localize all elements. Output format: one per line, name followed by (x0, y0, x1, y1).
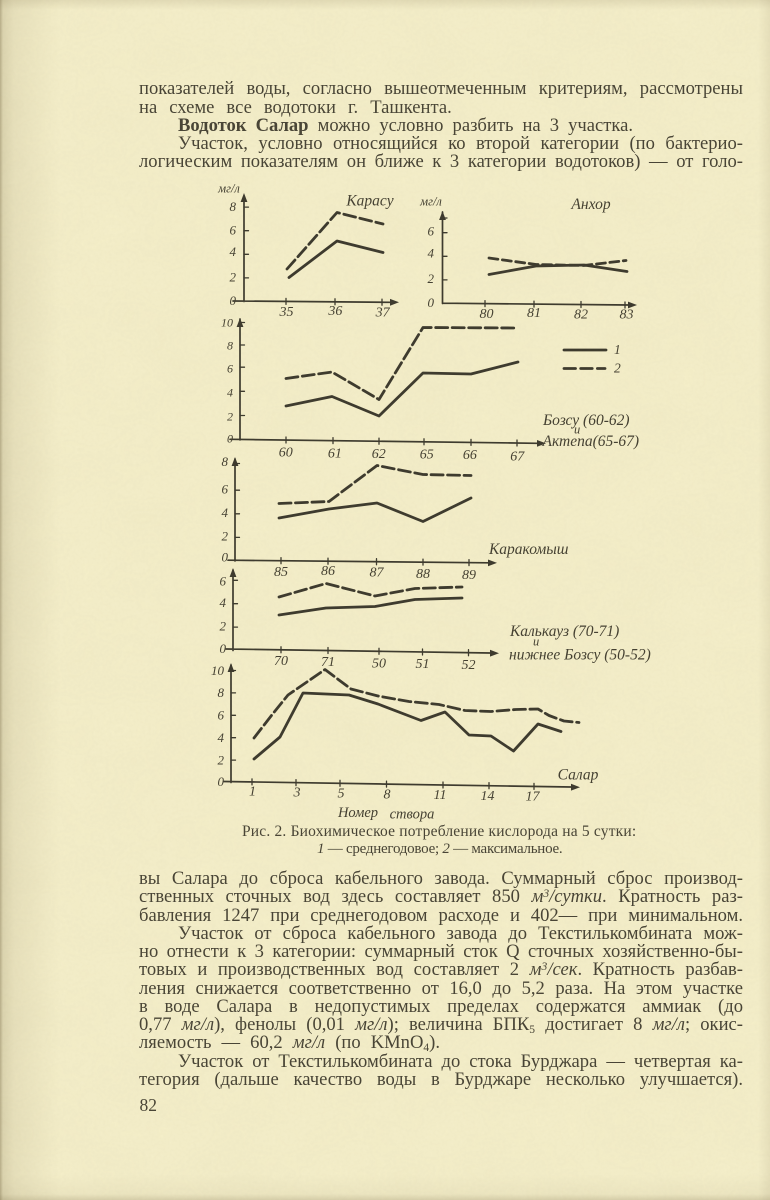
svg-text:Салар: Салар (558, 767, 599, 784)
svg-text:61: 61 (328, 447, 342, 462)
svg-text:Каракомыш: Каракомыш (488, 541, 569, 558)
svg-text:нижнее Бозсу (50-52): нижнее Бозсу (50-52) (509, 647, 651, 664)
svg-text:1: 1 (249, 785, 256, 800)
svg-text:2: 2 (218, 753, 225, 768)
svg-text:36: 36 (327, 304, 342, 319)
svg-text:2: 2 (614, 361, 621, 376)
svg-text:62: 62 (372, 447, 386, 462)
svg-text:8: 8 (384, 788, 391, 803)
svg-text:4: 4 (227, 386, 233, 400)
svg-text:89: 89 (462, 568, 476, 583)
svg-text:85: 85 (274, 565, 288, 580)
svg-text:0: 0 (222, 550, 229, 565)
svg-text:4: 4 (220, 595, 227, 610)
svg-text:Анхор: Анхор (570, 196, 610, 213)
svg-text:Актепа(65-67): Актепа(65-67) (542, 433, 640, 450)
svg-text:0: 0 (227, 432, 233, 446)
svg-text:83: 83 (620, 308, 634, 323)
svg-text:51: 51 (416, 657, 430, 672)
svg-text:мг/л: мг/л (217, 182, 240, 196)
svg-text:66: 66 (463, 448, 477, 463)
svg-text:6: 6 (218, 708, 225, 723)
svg-text:Номер: Номер (337, 805, 378, 821)
svg-text:6: 6 (222, 482, 229, 497)
svg-text:0: 0 (230, 293, 237, 308)
svg-text:8: 8 (218, 685, 225, 700)
svg-text:1: 1 (614, 342, 621, 357)
svg-text:4: 4 (218, 730, 225, 745)
svg-text:2: 2 (222, 529, 229, 544)
svg-text:67: 67 (510, 450, 525, 465)
svg-text:Карасу: Карасу (345, 193, 393, 210)
svg-text:8: 8 (230, 199, 237, 214)
svg-text:4: 4 (222, 505, 229, 520)
svg-text:0: 0 (218, 774, 225, 789)
svg-text:17: 17 (526, 790, 541, 805)
svg-text:37: 37 (375, 306, 391, 321)
svg-text:70: 70 (274, 654, 288, 669)
svg-text:Калькауз (70-71): Калькауз (70-71) (509, 623, 619, 640)
svg-text:8: 8 (222, 454, 229, 469)
svg-text:6: 6 (220, 574, 227, 589)
svg-text:6: 6 (227, 362, 233, 376)
svg-text:11: 11 (434, 788, 447, 803)
svg-text:10: 10 (211, 663, 225, 678)
svg-text:71: 71 (321, 655, 335, 670)
svg-text:87: 87 (370, 566, 385, 581)
svg-text:2: 2 (227, 410, 233, 424)
svg-text:80: 80 (480, 307, 494, 322)
svg-text:Бозсу (60-62): Бозсу (60-62) (542, 412, 630, 429)
svg-text:88: 88 (416, 567, 430, 582)
svg-text:35: 35 (279, 305, 294, 320)
svg-text:мг/л: мг/л (419, 195, 442, 209)
svg-text:60: 60 (279, 446, 293, 461)
svg-text:4: 4 (230, 244, 237, 259)
svg-text:4: 4 (428, 246, 435, 261)
svg-text:0: 0 (220, 641, 227, 656)
svg-text:5: 5 (338, 787, 345, 802)
svg-text:6: 6 (230, 223, 237, 238)
svg-text:6: 6 (428, 224, 435, 239)
svg-text:81: 81 (527, 306, 541, 321)
svg-text:створа: створа (390, 807, 435, 823)
svg-text:82: 82 (574, 308, 588, 323)
svg-text:0: 0 (428, 295, 435, 310)
svg-text:52: 52 (462, 658, 476, 673)
svg-text:86: 86 (321, 564, 335, 579)
svg-text:65: 65 (420, 448, 434, 463)
svg-text:2: 2 (230, 270, 237, 285)
svg-text:50: 50 (372, 657, 386, 672)
svg-text:14: 14 (481, 789, 495, 804)
svg-text:2: 2 (220, 619, 227, 634)
svg-text:3: 3 (293, 786, 301, 801)
svg-text:8: 8 (227, 339, 233, 353)
svg-text:2: 2 (428, 271, 435, 286)
svg-text:10: 10 (221, 316, 233, 330)
